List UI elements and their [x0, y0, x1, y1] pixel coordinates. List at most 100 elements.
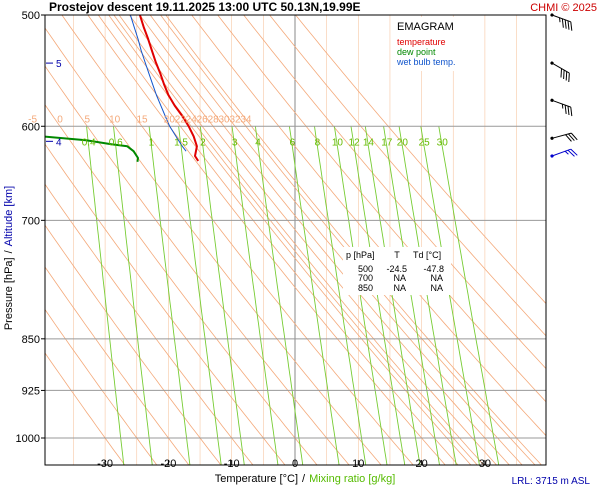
y-tick-label: 850 — [22, 334, 40, 346]
y-tick-label: 600 — [22, 121, 40, 133]
dry-adiabat-line — [45, 183, 254, 465]
dew-point-line — [45, 135, 139, 162]
dry-adiabat-label: 34 — [240, 114, 252, 125]
mixing-ratio-label: 30 — [437, 137, 449, 148]
x-tick-label: 0 — [292, 458, 298, 470]
wind-barb-flag — [567, 106, 570, 116]
dry-adiabat-line — [45, 224, 222, 465]
wind-barb — [550, 13, 573, 31]
wind-barb-flag — [564, 105, 567, 115]
dry-adiabat-label: 24 — [186, 114, 198, 125]
mixing-ratio-label: 1.5 — [174, 137, 188, 148]
mixing-ratio-line — [398, 126, 457, 465]
wind-barb — [550, 98, 573, 117]
mixing-ratio-label: 10 — [332, 137, 344, 148]
dry-adiabat-line — [243, 15, 546, 370]
mixing-ratio-line — [199, 126, 245, 465]
wind-barb-flag — [568, 73, 570, 83]
altitude-tick-label: 4 — [56, 137, 62, 148]
wind-barb-half-flag — [559, 17, 561, 23]
table-header-p: p [hPa] — [346, 250, 375, 260]
x-axis-label-mixing: Mixing ratio [g/kg] — [309, 473, 395, 485]
wind-barb-flag — [563, 70, 565, 80]
mixing-ratio-label: 8 — [315, 137, 321, 148]
x-tick-label: 20 — [415, 458, 427, 470]
mixing-ratio-label: 1 — [149, 137, 155, 148]
y-tick-label: 925 — [22, 385, 40, 397]
mixing-ratio-label: 3 — [232, 137, 238, 148]
mixing-ratio-line — [113, 126, 153, 465]
wind-barb-shaft — [551, 99, 571, 108]
table-cell: 700 — [358, 273, 373, 283]
dry-adiabat-label: -5 — [28, 114, 37, 125]
wind-barb-half-flag — [564, 150, 569, 155]
y-axis-label-pressure: Pressure [hPa] — [3, 257, 15, 330]
altitude-tick-label: 5 — [56, 59, 62, 70]
wind-barb-flag — [570, 107, 573, 117]
dry-adiabat-line — [118, 15, 485, 465]
dry-adiabat-line — [45, 104, 318, 465]
mixing-ratio-label: 12 — [349, 137, 361, 148]
mixing-ratio-label: 14 — [363, 137, 375, 148]
wind-barb-flag — [564, 19, 567, 29]
wind-barb — [550, 61, 570, 83]
dry-adiabat-line — [87, 15, 446, 465]
wind-barb-flag — [570, 21, 573, 31]
mixing-ratio-label: 6 — [289, 137, 295, 148]
table-cell: 500 — [358, 264, 373, 274]
dry-adiabat-line — [61, 15, 414, 465]
dry-adiabat-line — [45, 143, 286, 465]
dry-adiabat-line — [269, 15, 546, 337]
y-axis-label-altitude: Altitude [km] — [3, 186, 15, 247]
table-cell: NA — [393, 283, 406, 293]
wind-barb-flag — [568, 133, 575, 141]
mixing-ratio-line — [383, 126, 440, 465]
mixing-ratio-label: 4 — [255, 137, 261, 148]
dry-adiabat-line — [45, 352, 126, 465]
chart-title: Prostejov descent 19.11.2025 13:00 UTC 5… — [49, 0, 361, 14]
wind-barbs — [550, 13, 578, 158]
wind-barb-flag — [567, 149, 575, 157]
mixing-ratio-label: 0.6 — [109, 137, 123, 148]
wind-barb-shaft — [551, 132, 572, 139]
x-tick-label: 10 — [352, 458, 364, 470]
wind-barb-flag — [570, 148, 578, 156]
wind-barb-shaft — [551, 14, 571, 23]
wind-barb-half-flag — [561, 104, 564, 109]
wind-barb — [550, 148, 578, 158]
mixing-ratio-line — [86, 126, 125, 465]
dry-adiabat-line — [45, 266, 190, 465]
table-header-t: T — [394, 250, 400, 260]
lrl-label: LRL: 3715 m ASL — [512, 476, 591, 487]
wind-barb-flag — [560, 68, 563, 78]
sounding-curves — [45, 15, 200, 162]
wind-barb-flag — [565, 71, 568, 81]
table-cell: NA — [393, 273, 406, 283]
legend-dew-point: dew point — [397, 47, 436, 57]
x-axis-label-temperature: Temperature [°C] — [215, 473, 298, 485]
mixing-ratio-line — [350, 126, 406, 465]
temperature-line — [138, 15, 200, 162]
y-axis-label: Pressure [hPa] / Altitude [km] — [3, 186, 15, 330]
dry-adiabat-label: 32 — [229, 114, 241, 125]
mixing-ratio-line — [254, 126, 304, 465]
dry-adiabat-label: 5 — [85, 114, 91, 125]
legend-background — [393, 17, 473, 71]
dry-adiabat-label: 15 — [136, 114, 148, 125]
x-axis-label: Temperature [°C] / Mixing ratio [g/kg] — [215, 473, 396, 485]
line-labels: -5 0 5 10 15 20 22 24 26 28 30 32 340.4 0.6 1 1.5 2 3 4 6 8 1… — [28, 114, 448, 148]
wind-barb-shaft — [551, 62, 570, 74]
table-cell: 850 — [358, 283, 373, 293]
dry-adiabat-label: 28 — [208, 114, 220, 125]
legend-title: EMAGRAM — [397, 21, 454, 33]
mixing-ratio-line — [333, 126, 388, 465]
x-tick-label: -20 — [160, 458, 176, 470]
mixing-ratio-line — [420, 126, 480, 465]
dry-adiabat-line — [165, 15, 542, 465]
table-header-td: Td [°C] — [413, 250, 441, 260]
table-cell: NA — [430, 283, 443, 293]
dry-adiabat-line — [160, 15, 536, 465]
x-axis-label-separator: / — [302, 473, 306, 485]
